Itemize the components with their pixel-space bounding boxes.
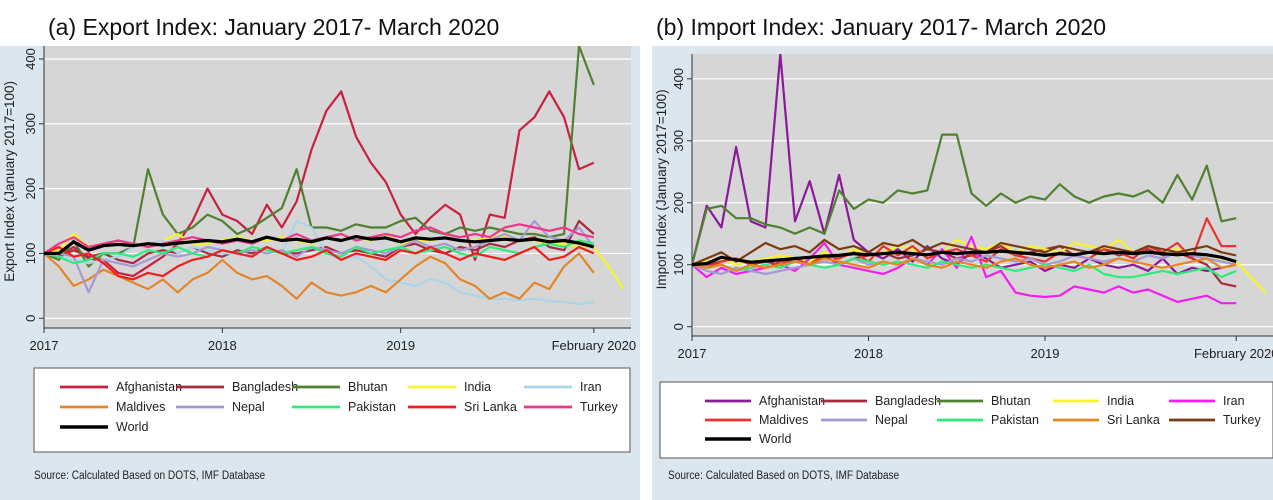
y-tick-label: 300: [671, 130, 686, 152]
series-line-world: [692, 249, 1237, 267]
y-axis-label: Import Index (January 2017=100): [654, 89, 669, 289]
legend-label-iran: Iran: [580, 380, 602, 394]
y-tick-label: 100: [671, 254, 686, 276]
y-tick-label: 200: [23, 178, 38, 200]
legend: [33, 367, 631, 453]
panel-b-source-note: Source: Calculated Based on DOTS, IMF Da…: [668, 470, 900, 482]
series-line-afghanistan: [692, 54, 1237, 276]
legend-label-afghanistan: Afghanistan: [116, 380, 182, 394]
legend-label-sri-lanka: Sri Lanka: [464, 400, 517, 414]
series-line-sri-lanka: [44, 245, 595, 281]
x-tick-label: 2019: [1031, 346, 1060, 361]
x-tick-label: 2017: [30, 338, 59, 353]
legend-label-sri-lanka: Sri Lanka: [1107, 413, 1160, 427]
series-line-maldives: [44, 252, 595, 300]
y-tick-label: 300: [23, 113, 38, 135]
legend-label-world: World: [116, 420, 148, 434]
series-group: [44, 46, 625, 306]
legend-label-maldives: Maldives: [759, 413, 808, 427]
series-group: [692, 54, 1267, 305]
y-tick-label: 200: [671, 192, 686, 214]
y-axis-label: Export Index (January 2017=100): [2, 81, 17, 282]
legend-label-india: India: [464, 380, 491, 394]
series-line-bhutan: [692, 133, 1237, 265]
legend-label-world: World: [759, 432, 791, 446]
panel-a-source-note: Source: Calculated Based on DOTS, IMF Da…: [34, 470, 266, 482]
x-tick-label: 2019: [386, 338, 415, 353]
legend-label-bangladesh: Bangladesh: [875, 394, 941, 408]
y-tick-label: 400: [23, 48, 38, 70]
y-tick-label: 400: [671, 68, 686, 90]
legend-label-bhutan: Bhutan: [991, 394, 1031, 408]
y-tick-label: 100: [23, 243, 38, 265]
x-tick-label: February 2020: [552, 338, 637, 353]
panel-a-title: (a) Export Index: January 2017- March 20…: [48, 14, 500, 40]
series-line-nepal: [44, 219, 595, 294]
series-line-afghanistan: [44, 90, 595, 278]
series-line-pakistan: [44, 239, 595, 265]
legend-label-bhutan: Bhutan: [348, 380, 388, 394]
series-line-sri-lanka: [692, 257, 1237, 272]
legend-label-bangladesh: Bangladesh: [232, 380, 298, 394]
legend-label-afghanistan: Afghanistan: [759, 394, 825, 408]
export-index-chart: 0 100 200 300 400 Export Index (January 2017=…: [2, 46, 637, 453]
legend-label-nepal: Nepal: [875, 413, 908, 427]
series-line-pakistan: [692, 257, 1237, 279]
legend-label-pakistan: Pakistan: [348, 400, 396, 414]
legend-label-turkey: Turkey: [1223, 413, 1261, 427]
legend-label-turkey: Turkey: [580, 400, 618, 414]
y-tick-label: 0: [671, 323, 686, 330]
legend-label-iran: Iran: [1223, 394, 1245, 408]
x-tick-label: 2018: [854, 346, 883, 361]
legend-label-nepal: Nepal: [232, 400, 265, 414]
series-line-nepal: [692, 251, 1237, 276]
x-tick-label: 2017: [678, 346, 707, 361]
y-tick-label: 0: [23, 315, 38, 322]
series-line-turkey: [692, 238, 1237, 266]
series-line-world: [44, 235, 595, 255]
x-tick-label: February 2020: [1194, 346, 1273, 361]
plot-area: [692, 54, 1273, 336]
legend-label-maldives: Maldives: [116, 400, 165, 414]
x-tick-label: 2018: [208, 338, 237, 353]
plot-area: [44, 46, 631, 328]
legend-label-india: India: [1107, 394, 1134, 408]
panel-b-title: (b) Import Index: January 2017- March 20…: [656, 14, 1107, 40]
legend-label-pakistan: Pakistan: [991, 413, 1039, 427]
